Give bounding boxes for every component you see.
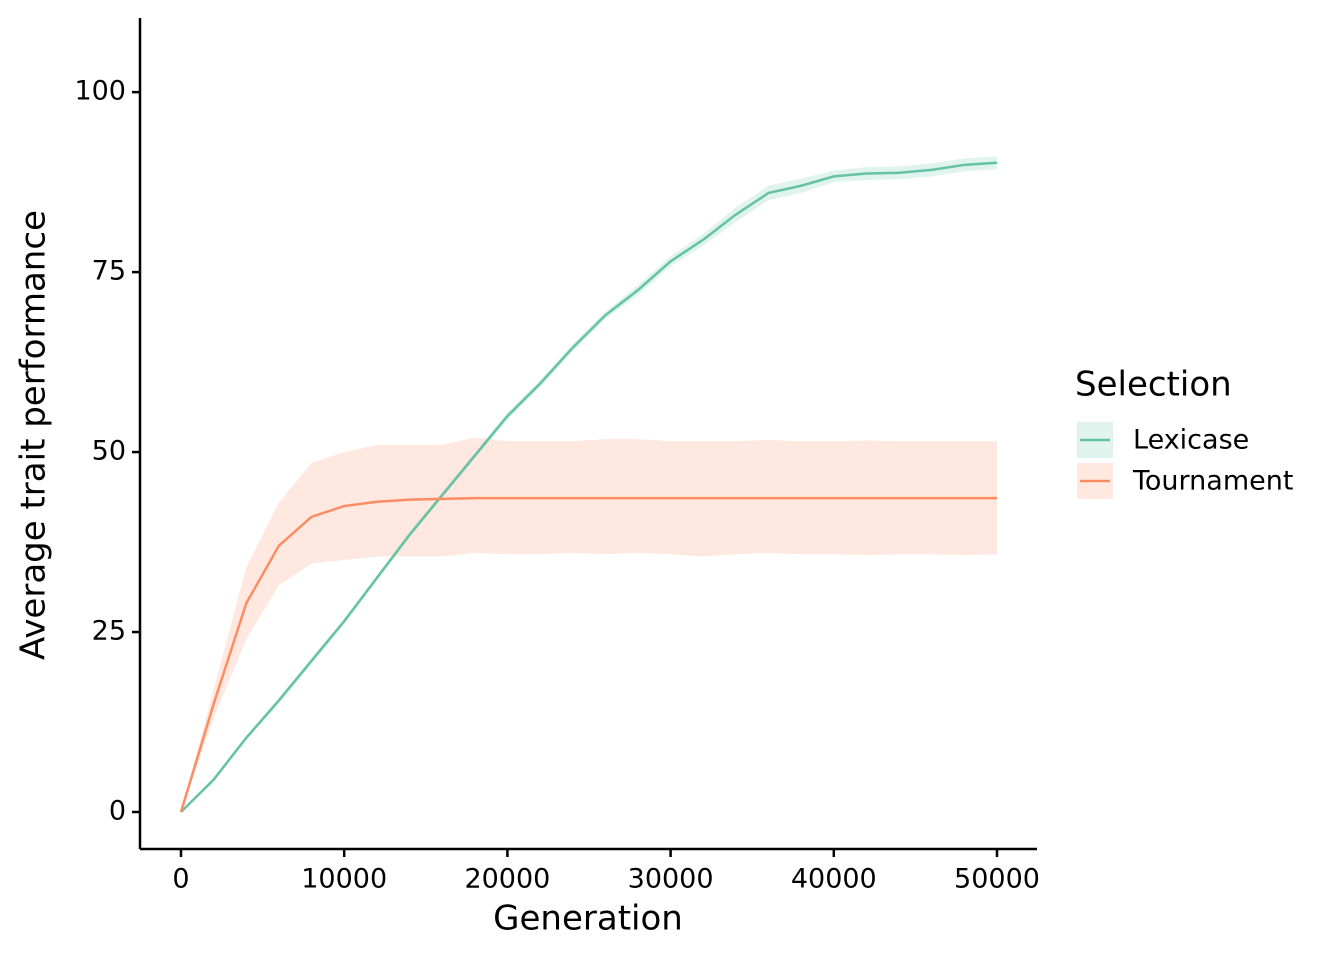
line	[180, 161, 998, 813]
legend-label: Lexicase	[1133, 425, 1249, 456]
x-tick-label: 40000	[791, 864, 877, 895]
line	[179, 496, 997, 813]
legend-title: Selection	[1075, 365, 1232, 405]
x-axis-title: Generation	[493, 899, 683, 939]
y-tick-label: 100	[74, 76, 126, 107]
x-tick-label: 20000	[464, 864, 550, 895]
y-tick-label: 75	[92, 256, 126, 287]
y-tick-label: 0	[109, 795, 126, 826]
y-tick-label: 50	[92, 436, 126, 467]
y-tick-label: 25	[92, 616, 126, 647]
legend-label: Tournament	[1132, 466, 1293, 497]
confidence-band	[180, 437, 997, 812]
y-axis-title: Average trait performance	[14, 210, 54, 660]
x-tick-label: 10000	[301, 864, 387, 895]
x-tick-label: 30000	[628, 864, 714, 895]
x-tick-label: 0	[172, 864, 189, 895]
x-tick-label: 50000	[954, 864, 1040, 895]
